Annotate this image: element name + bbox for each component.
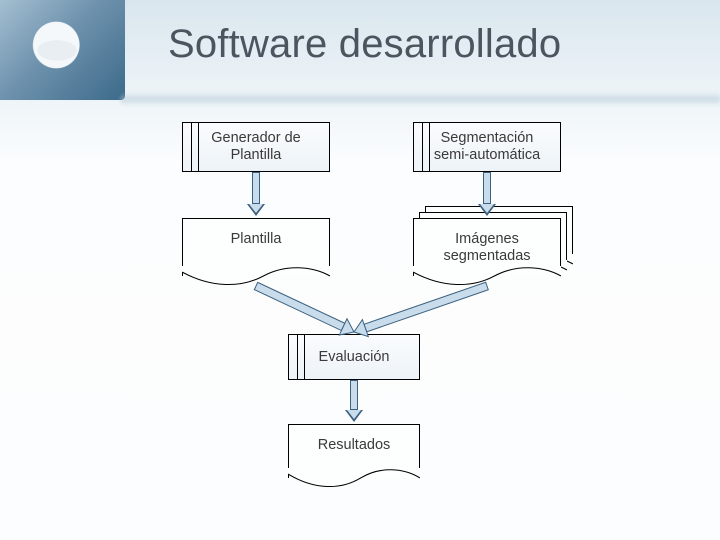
node-segmented-label: Imágenessegmentadas bbox=[443, 231, 530, 264]
node-evaluation-label: Evaluación bbox=[319, 349, 390, 366]
node-template-label: Plantilla bbox=[231, 231, 282, 248]
arrow bbox=[478, 172, 496, 216]
node-segmentation-label: Segmentaciónsemi-automática bbox=[434, 130, 540, 163]
node-template: Plantilla bbox=[182, 218, 330, 276]
slide-title: Software desarrollado bbox=[168, 22, 561, 67]
node-results: Resultados bbox=[288, 424, 420, 478]
arrow bbox=[342, 274, 499, 344]
node-generator-label: Generador dePlantilla bbox=[211, 130, 300, 163]
node-segmentation: Segmentaciónsemi-automática bbox=[413, 122, 561, 172]
corner-photo bbox=[0, 0, 125, 100]
node-generator: Generador dePlantilla bbox=[182, 122, 330, 172]
node-results-label: Resultados bbox=[318, 437, 391, 454]
header-curve bbox=[120, 92, 720, 106]
arrow bbox=[345, 380, 363, 422]
node-segmented: Imágenessegmentadas bbox=[413, 218, 561, 276]
arrow bbox=[247, 172, 265, 216]
